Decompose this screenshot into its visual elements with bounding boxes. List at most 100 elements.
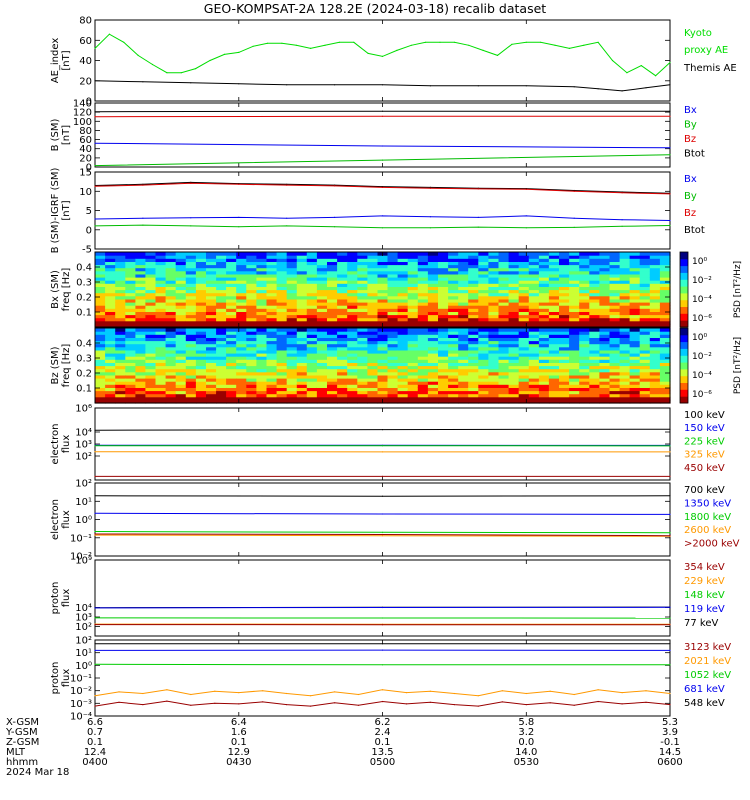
spectrogram-cell [165, 374, 177, 379]
spectrogram-cell [448, 308, 459, 312]
spectrogram-cell [276, 308, 288, 312]
spectrogram-cell [347, 399, 358, 404]
series-point [453, 41, 455, 43]
spectrogram-cell [488, 298, 500, 303]
spectrogram-cell [185, 323, 197, 328]
spectrogram-cell [155, 384, 167, 388]
spectrogram-cell [478, 277, 489, 281]
date-label: 2024 Mar 18 [6, 767, 69, 778]
spectrogram-cell [165, 323, 177, 328]
spectrogram-cell [448, 378, 459, 382]
spectrogram-cell [316, 353, 328, 357]
spectrogram-cell [438, 292, 449, 297]
spectrogram-cell [639, 393, 651, 398]
spectrogram-cell [528, 359, 540, 363]
spectrogram-cell [165, 346, 177, 351]
spectrogram-cell [337, 396, 348, 401]
spectrogram-cell [216, 337, 227, 342]
spectrogram-cell [367, 317, 379, 322]
spectrogram-cell [579, 374, 590, 379]
spectrogram-cell [357, 353, 368, 357]
y-tick-label: 0.3 [76, 354, 92, 365]
spectrogram-cell [357, 267, 368, 272]
spectrogram-cell [609, 374, 621, 379]
spectrogram-cell [599, 289, 611, 294]
spectrogram-cell [548, 277, 560, 281]
spectrogram-cell [458, 374, 469, 379]
spectrogram-cell [206, 292, 217, 297]
spectrogram-cell [316, 387, 328, 392]
colorbar-segment [680, 286, 688, 294]
spectrogram-cell [216, 374, 227, 379]
spectrogram-cell [448, 331, 459, 335]
spectrogram-cell [649, 374, 661, 379]
spectrogram-cell [498, 340, 510, 345]
spectrogram-cell [185, 270, 197, 275]
spectrogram-cell [206, 289, 217, 294]
spectrogram-cell [548, 283, 560, 287]
spectrogram-cell [95, 362, 106, 367]
spectrogram-cell [115, 280, 126, 284]
spectrogram-cell [246, 343, 257, 348]
spectrogram-cell [115, 311, 126, 316]
legend-entry: By [684, 120, 697, 131]
spectrogram-cell [488, 261, 500, 266]
spectrogram-cell [427, 368, 439, 373]
spectrogram-cell [579, 381, 590, 385]
y-tick-label: 10² [75, 452, 92, 463]
spectrogram-cell [105, 286, 116, 291]
spectrogram-cell [659, 396, 671, 401]
spectrogram-cell [609, 384, 621, 388]
spectrogram-cell [478, 349, 489, 354]
spectrogram-cell [145, 258, 157, 262]
spectrogram-cell [95, 368, 106, 373]
spectrogram-cell [316, 331, 328, 335]
spectrogram-cell [306, 368, 318, 373]
y-axis-label: flux [61, 435, 72, 454]
spectrogram-cell [528, 320, 540, 325]
spectrogram-cell [216, 356, 227, 360]
spectrogram-cell [296, 340, 308, 345]
spectrogram-cell [175, 340, 187, 345]
spectrogram-cell [589, 337, 600, 342]
spectrogram-cell [438, 368, 449, 373]
spectrogram-cell [125, 308, 136, 312]
spectrogram-cell [246, 261, 257, 266]
spectrogram-cell [649, 270, 661, 275]
series-point [381, 643, 384, 645]
spectrogram-cell [236, 277, 247, 281]
spectrogram-cell [538, 255, 550, 259]
spectrogram-cell [276, 353, 288, 357]
spectrogram-cell [377, 337, 389, 342]
spectrogram-cell [387, 323, 399, 328]
spectrogram-cell [216, 381, 227, 385]
spectrogram-cell [155, 390, 167, 395]
spectrogram-cell [95, 277, 106, 281]
spectrogram-cell [498, 378, 510, 382]
spectrogram-cell [417, 340, 429, 345]
series-point [286, 184, 288, 186]
spectrogram-cell [427, 399, 439, 404]
spectrogram-cell [226, 264, 237, 269]
spectrogram-cell [145, 353, 157, 357]
spectrogram-cell [195, 267, 207, 272]
spectrogram-cell [518, 258, 530, 262]
spectrogram-cell [125, 381, 136, 385]
spectrogram-cell [508, 289, 520, 294]
spectrogram-cell [337, 283, 348, 287]
spectrogram-cell [619, 393, 631, 398]
spectrogram-cell [236, 286, 247, 291]
colorbar-tick-label: 10⁻⁶ [692, 314, 712, 324]
spectrogram-cell [185, 292, 197, 297]
spectrogram-cell [427, 270, 439, 275]
spectrogram-cell [115, 264, 126, 269]
spectrogram-cell [296, 317, 308, 322]
series-point [381, 227, 384, 229]
spectrogram-cell [599, 270, 611, 275]
spectrogram-cell [569, 399, 580, 404]
spectrogram-cell [377, 334, 389, 338]
spectrogram-cell [427, 273, 439, 278]
spectrogram-cell [508, 390, 520, 395]
spectrogram-cell [357, 371, 368, 376]
spectrogram-cell [306, 359, 318, 363]
